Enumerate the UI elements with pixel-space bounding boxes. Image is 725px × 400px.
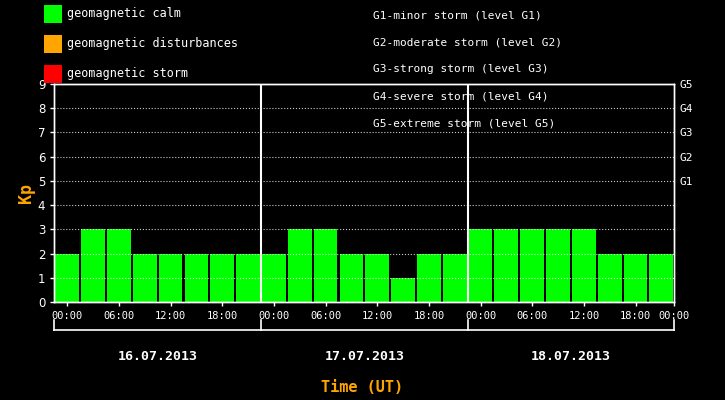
Bar [314,229,337,302]
Y-axis label: Kp: Kp [17,183,35,203]
Text: G1-minor storm (level G1): G1-minor storm (level G1) [373,10,542,20]
Bar [598,254,621,302]
Bar [210,254,234,302]
Bar [365,254,389,302]
Text: Time (UT): Time (UT) [321,380,404,395]
Text: geomagnetic storm: geomagnetic storm [67,68,188,80]
Text: 17.07.2013: 17.07.2013 [324,350,405,362]
Bar [262,254,286,302]
Text: 18.07.2013: 18.07.2013 [531,350,611,362]
Text: G3-strong storm (level G3): G3-strong storm (level G3) [373,64,549,74]
Text: G4-severe storm (level G4): G4-severe storm (level G4) [373,92,549,102]
Text: G5-extreme storm (level G5): G5-extreme storm (level G5) [373,119,555,129]
Bar [392,278,415,302]
Bar [443,254,467,302]
Bar [521,229,544,302]
Bar [468,229,492,302]
Bar [339,254,363,302]
Text: 16.07.2013: 16.07.2013 [117,350,198,362]
Text: geomagnetic disturbances: geomagnetic disturbances [67,38,239,50]
Bar [236,254,260,302]
Bar [107,229,130,302]
Bar [494,229,518,302]
Bar [185,254,208,302]
Bar [624,254,647,302]
Bar [55,254,79,302]
Bar [546,229,570,302]
Text: G2-moderate storm (level G2): G2-moderate storm (level G2) [373,37,563,47]
Bar [650,254,674,302]
Bar [288,229,312,302]
Bar [159,254,183,302]
Bar [81,229,105,302]
Bar [133,254,157,302]
Text: geomagnetic calm: geomagnetic calm [67,8,181,20]
Bar [417,254,441,302]
Bar [572,229,596,302]
